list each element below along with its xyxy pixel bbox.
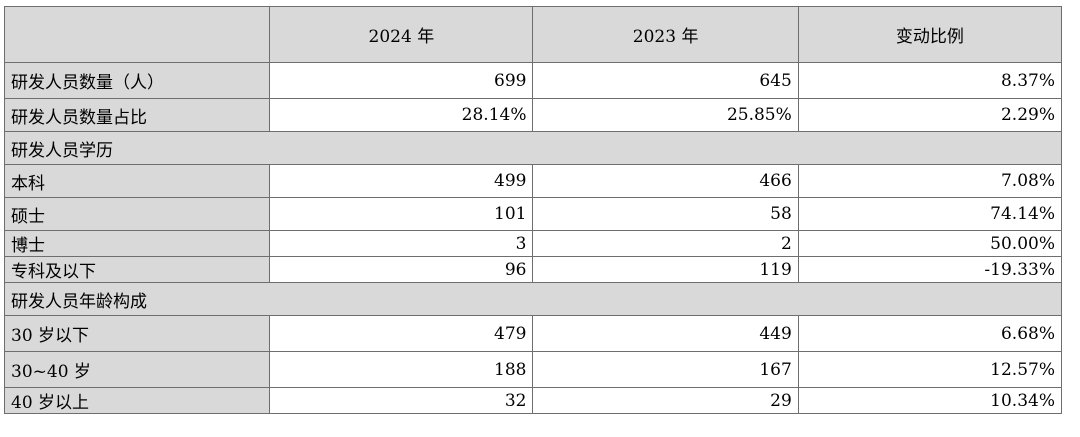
table-row: 本科 499 466 7.08% bbox=[3, 164, 1063, 198]
header-2023: 2023 年 bbox=[532, 6, 799, 63]
value-change: 6.68% bbox=[797, 315, 1063, 352]
value-change: 74.14% bbox=[797, 197, 1063, 231]
section-title-education: 研发人员学历 bbox=[4, 131, 1062, 165]
section-row: 研发人员学历 bbox=[4, 131, 1062, 165]
value-change: 12.57% bbox=[797, 351, 1063, 388]
value-change: 10.34% bbox=[797, 387, 1063, 414]
value-2024: 96 bbox=[269, 256, 534, 283]
value-2023: 466 bbox=[532, 164, 799, 198]
value-2023: 645 bbox=[532, 62, 799, 99]
value-change: -19.33% bbox=[797, 256, 1063, 283]
value-change: 50.00% bbox=[797, 230, 1063, 257]
header-2024: 2024 年 bbox=[269, 6, 534, 63]
row-label: 专科及以下 bbox=[3, 256, 271, 283]
value-2024: 28.14% bbox=[269, 98, 534, 132]
table-row: 30 岁以下 479 449 6.68% bbox=[3, 315, 1063, 352]
value-2023: 29 bbox=[532, 387, 799, 414]
row-label: 硕士 bbox=[3, 197, 271, 231]
section-row: 研发人员年龄构成 bbox=[4, 282, 1062, 316]
value-change: 2.29% bbox=[797, 98, 1063, 132]
table-row: 硕士 101 58 74.14% bbox=[3, 197, 1063, 231]
value-2024: 188 bbox=[269, 351, 534, 388]
table-row: 40 岁以上 32 29 10.34% bbox=[3, 387, 1063, 414]
value-2023: 2 bbox=[532, 230, 799, 257]
table-row: 专科及以下 96 119 -19.33% bbox=[3, 256, 1063, 283]
value-2024: 32 bbox=[269, 387, 534, 414]
value-2023: 119 bbox=[532, 256, 799, 283]
row-label: 博士 bbox=[3, 230, 271, 257]
value-2023: 58 bbox=[532, 197, 799, 231]
value-change: 7.08% bbox=[797, 164, 1063, 198]
header-change-ratio: 变动比例 bbox=[797, 6, 1063, 63]
table-row: 研发人员数量（人） 699 645 8.37% bbox=[3, 62, 1063, 99]
row-label: 30~40 岁 bbox=[3, 351, 271, 388]
value-2023: 167 bbox=[532, 351, 799, 388]
value-2023: 25.85% bbox=[532, 98, 799, 132]
table-row: 博士 3 2 50.00% bbox=[3, 230, 1063, 257]
value-2024: 479 bbox=[269, 315, 534, 352]
value-2024: 699 bbox=[269, 62, 534, 99]
section-title-age: 研发人员年龄构成 bbox=[4, 282, 1062, 316]
value-2024: 101 bbox=[269, 197, 534, 231]
header-blank-cell bbox=[3, 6, 271, 63]
row-label: 30 岁以下 bbox=[3, 315, 271, 352]
table-row: 研发人员数量占比 28.14% 25.85% 2.29% bbox=[3, 98, 1063, 132]
row-label: 研发人员数量占比 bbox=[3, 98, 271, 132]
value-2024: 499 bbox=[269, 164, 534, 198]
value-change: 8.37% bbox=[797, 62, 1063, 99]
row-label: 研发人员数量（人） bbox=[3, 62, 271, 99]
table-row: 30~40 岁 188 167 12.57% bbox=[3, 351, 1063, 388]
table-header-row: 2024 年 2023 年 变动比例 bbox=[3, 6, 1063, 63]
rd-personnel-table: 2024 年 2023 年 变动比例 研发人员数量（人） 699 645 8.3… bbox=[3, 6, 1063, 414]
row-label: 40 岁以上 bbox=[3, 387, 271, 414]
row-label: 本科 bbox=[3, 164, 271, 198]
value-2023: 449 bbox=[532, 315, 799, 352]
value-2024: 3 bbox=[269, 230, 534, 257]
